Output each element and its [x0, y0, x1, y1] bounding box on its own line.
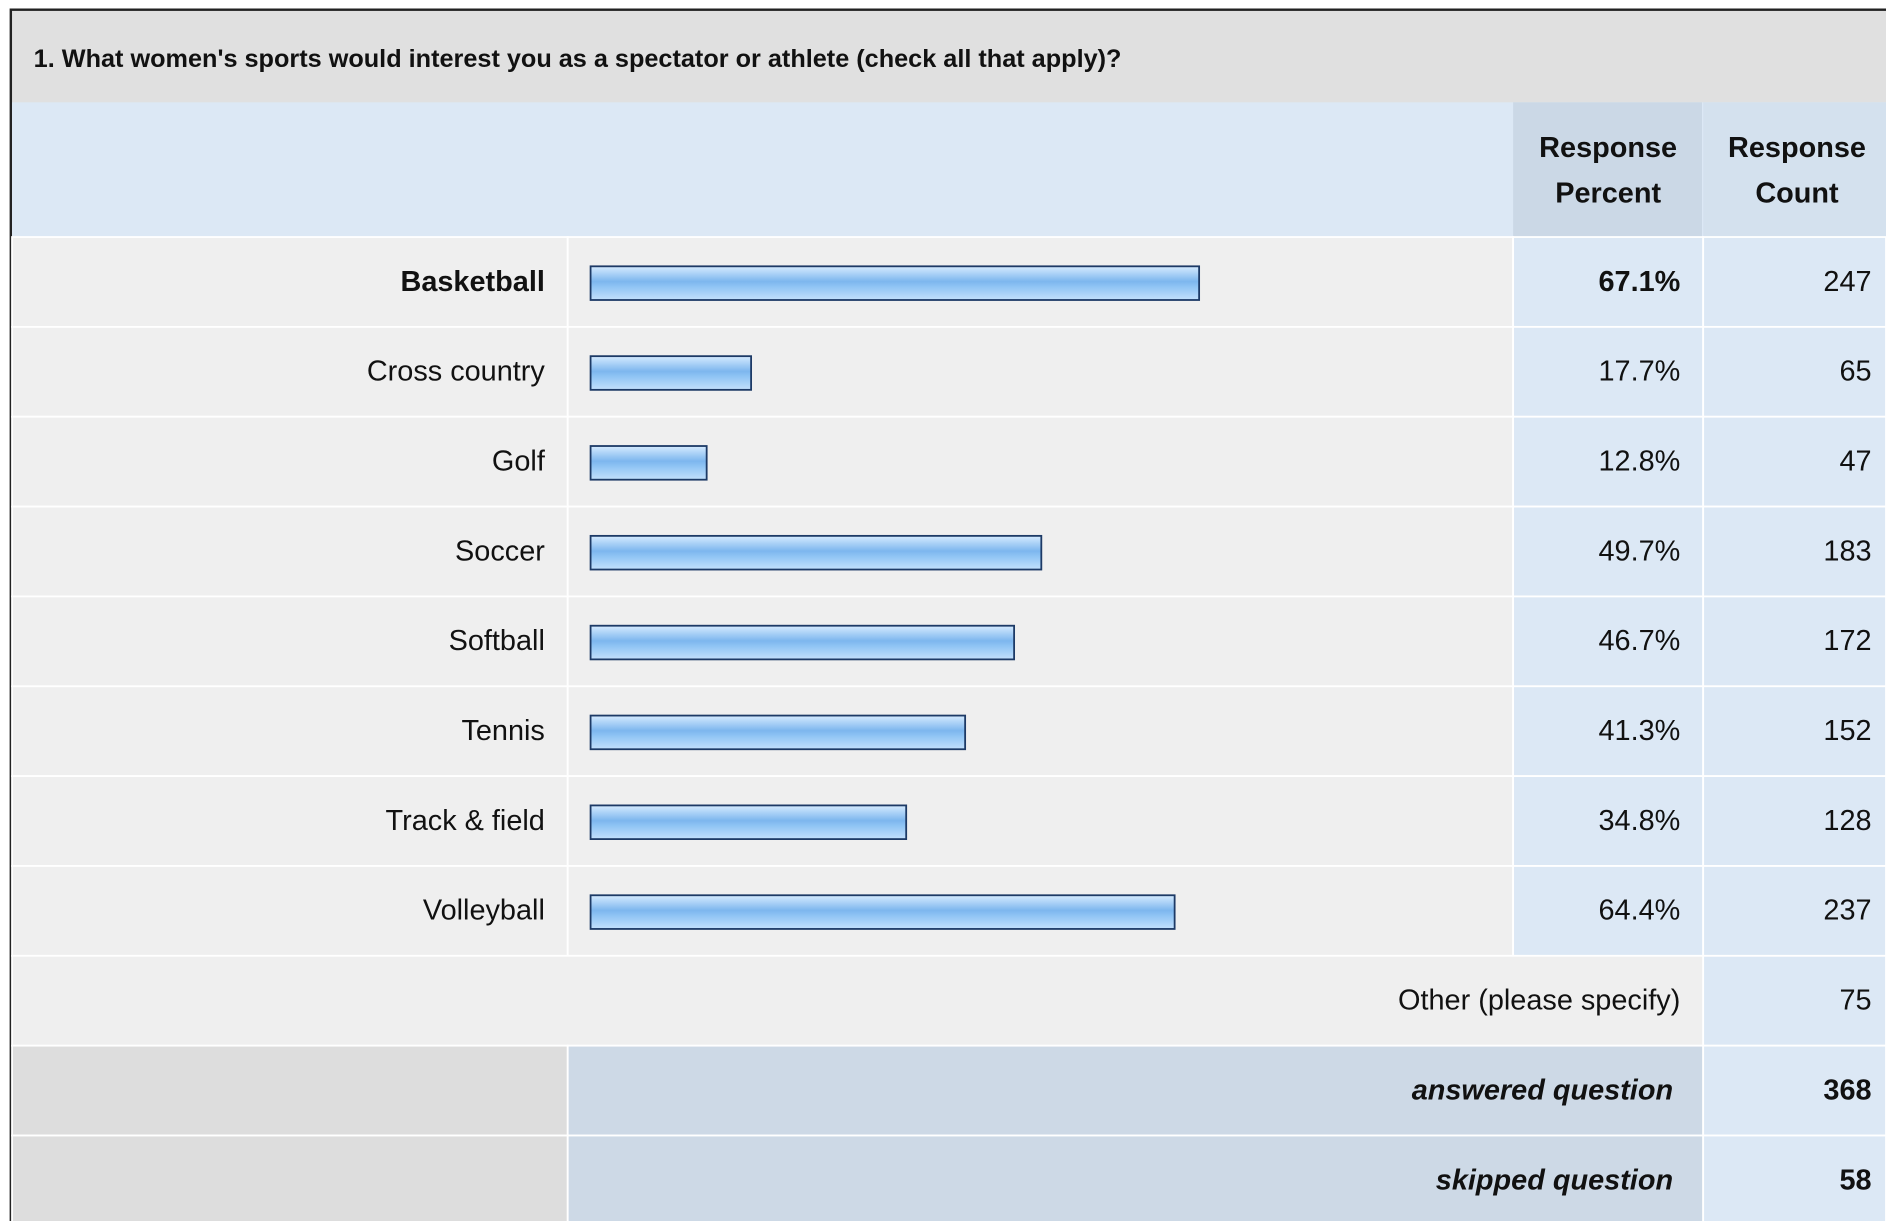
- bar: [589, 445, 708, 481]
- summary-label: answered question: [1412, 1074, 1673, 1106]
- cell: [11, 685, 569, 778]
- response-count: 152: [1823, 715, 1871, 747]
- cell: [1702, 325, 1886, 418]
- bar: [589, 894, 1176, 930]
- cell: [1702, 505, 1886, 598]
- answer-label: Volleyball: [423, 895, 545, 927]
- cell: [1702, 865, 1886, 957]
- answer-label: Basketball: [400, 266, 544, 298]
- response-percent: 46.7%: [1598, 625, 1680, 657]
- cell: [11, 415, 569, 508]
- cell: [1702, 1134, 1886, 1221]
- response-percent: 49.7%: [1598, 535, 1680, 567]
- summary-count: 368: [1823, 1074, 1871, 1106]
- response-count: 172: [1823, 625, 1871, 657]
- bar: [589, 804, 908, 840]
- cell: [11, 1044, 569, 1137]
- cell: [1702, 415, 1886, 508]
- response-count: 128: [1823, 805, 1871, 837]
- cell: [1702, 595, 1886, 688]
- response-percent: 12.8%: [1598, 445, 1680, 477]
- cell: [11, 775, 569, 867]
- response-count: 47: [1839, 445, 1871, 477]
- cell: [1512, 415, 1705, 508]
- response-percent: 67.1%: [1598, 266, 1680, 298]
- cell: [566, 1044, 1705, 1137]
- cell: [1512, 865, 1705, 957]
- cell: [11, 505, 569, 598]
- count-header: Count: [1755, 178, 1839, 210]
- response-percent: 64.4%: [1598, 895, 1680, 927]
- response-count: 65: [1839, 356, 1871, 388]
- cell: [566, 1134, 1705, 1221]
- bar: [589, 714, 967, 751]
- answer-label: Golf: [492, 445, 546, 477]
- other-count: 75: [1839, 985, 1871, 1017]
- response-percent: 34.8%: [1598, 805, 1680, 837]
- count-header: Response: [1728, 132, 1866, 164]
- response-count: 183: [1823, 535, 1871, 567]
- cell: [1512, 595, 1705, 688]
- cell: [11, 1134, 569, 1221]
- cell: [1512, 685, 1705, 778]
- percent-header: Response: [1539, 132, 1677, 164]
- cell: [1702, 1044, 1886, 1137]
- cell: [1702, 236, 1886, 328]
- bar: [589, 534, 1043, 571]
- percent-header: Percent: [1555, 178, 1661, 210]
- cell: [1702, 775, 1886, 867]
- response-count: 247: [1823, 266, 1871, 298]
- answer-label: Softball: [449, 625, 545, 657]
- percent-header-cell: [1513, 102, 1702, 238]
- cell: [11, 595, 569, 688]
- bar: [589, 624, 1016, 661]
- answer-label: Tennis: [461, 715, 544, 747]
- cell: [11, 325, 569, 418]
- answer-label: Track & field: [386, 805, 545, 837]
- response-count: 237: [1823, 895, 1871, 927]
- answer-label: Cross country: [367, 356, 546, 388]
- cell: [566, 415, 1515, 508]
- response-percent: 41.3%: [1598, 715, 1680, 747]
- cell: [1512, 775, 1705, 867]
- count-header-cell: [1703, 102, 1886, 238]
- summary-count: 58: [1839, 1164, 1871, 1196]
- cell: [11, 954, 1705, 1047]
- summary-label: skipped question: [1436, 1164, 1673, 1196]
- other-label: Other (please specify): [1398, 985, 1680, 1017]
- question-title: 1. What women's sports would interest yo…: [34, 45, 1122, 73]
- bar: [589, 355, 753, 391]
- answer-label: Soccer: [455, 535, 545, 567]
- bar: [589, 265, 1201, 301]
- response-percent: 17.7%: [1598, 356, 1680, 388]
